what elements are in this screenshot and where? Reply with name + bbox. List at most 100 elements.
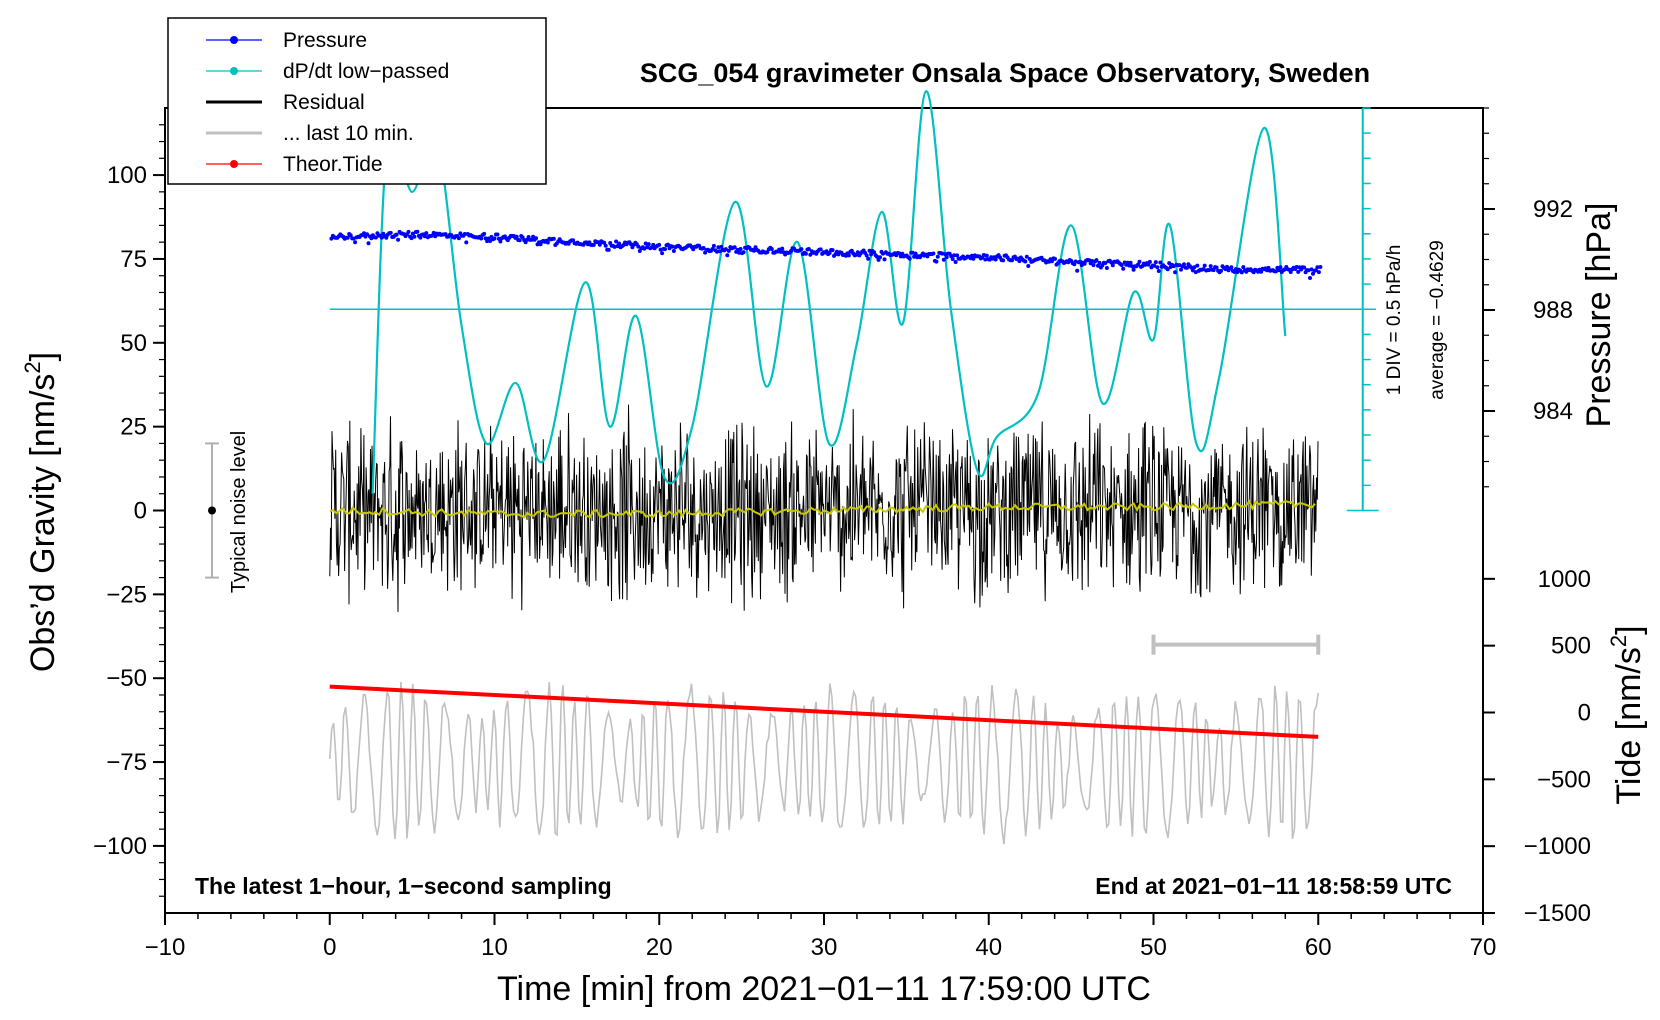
pressure-point [1152, 263, 1157, 268]
tide-tick-label: 500 [1551, 633, 1591, 660]
pressure-point [479, 236, 484, 241]
pressure-point [488, 239, 493, 243]
y-axis: 100 75 50 25 0 −25 −50 −75 −100 [93, 124, 165, 897]
end-time-note: End at 2021−01−11 18:58:59 UTC [1095, 873, 1452, 899]
pressure-tick-label: 988 [1533, 297, 1573, 324]
pressure-point [934, 259, 939, 264]
pressure-point [1214, 265, 1219, 270]
pressure-point [912, 254, 917, 259]
pressure-point [551, 236, 556, 241]
pressure-point [1053, 256, 1057, 261]
y-tick-label: 25 [120, 414, 147, 441]
pressure-point [726, 248, 731, 253]
pressure-point [1229, 265, 1234, 270]
pressure-point [910, 250, 915, 255]
pressure-point [769, 247, 774, 251]
pressure-point [365, 232, 369, 237]
pressure-point [388, 230, 393, 235]
pressure-point [373, 235, 378, 240]
x-axis: −10 0 10 20 30 40 50 60 70 [145, 913, 1497, 961]
pressure-point [818, 247, 823, 252]
pressure-point [545, 240, 550, 245]
pressure-point [1128, 260, 1133, 265]
pressure-point [1182, 262, 1186, 267]
pressure-point [597, 242, 602, 247]
pressure-point [348, 233, 353, 238]
pressure-point [1121, 266, 1126, 271]
x-tick-label: 10 [481, 934, 508, 961]
pressure-point [1165, 267, 1170, 272]
pressure-point [719, 244, 724, 249]
y-tick-label: −100 [93, 833, 147, 860]
pressure-point [1082, 261, 1087, 266]
pressure-point [591, 242, 596, 247]
pressure-point [716, 245, 721, 250]
pressure-point [1195, 263, 1200, 268]
pressure-point [907, 256, 912, 261]
tide-tick-label: 1000 [1538, 566, 1591, 593]
pressure-point [1315, 265, 1320, 270]
residual-smoothed-series [329, 499, 1316, 519]
pressure-point [913, 251, 918, 256]
pressure-point [1302, 265, 1307, 270]
pressure-point [1103, 261, 1108, 265]
pressure-point [701, 246, 706, 250]
pressure-point [396, 237, 401, 242]
pressure-point [1073, 259, 1078, 264]
pressure-point [353, 240, 358, 245]
pressure-point [1104, 266, 1109, 270]
pressure-point [1207, 268, 1212, 272]
y-tick-label: 75 [120, 246, 147, 273]
pressure-point [571, 238, 576, 243]
pressure-point [993, 257, 998, 262]
noise-label: Typical noise level [228, 431, 250, 593]
pressure-point [646, 242, 651, 247]
pressure-point [830, 248, 835, 253]
pressure-point [462, 232, 467, 236]
legend-label: Pressure [283, 29, 367, 52]
pressure-point [808, 252, 813, 257]
pressure-point [1219, 268, 1223, 273]
tide-tick-label: −1000 [1524, 833, 1591, 860]
pressure-point [651, 242, 656, 247]
pressure-point [1177, 263, 1182, 268]
pressure-point [1156, 269, 1161, 273]
pressure-point [671, 249, 676, 253]
x-tick-label: 70 [1470, 934, 1497, 961]
y-tick-label: −75 [106, 749, 147, 776]
pressure-point [725, 253, 730, 258]
pressure-point [867, 248, 872, 253]
pressure-point [602, 240, 607, 245]
tide-axis: 1000 500 0 −500 −1000 −1500 [1483, 566, 1591, 927]
pressure-point [866, 256, 871, 261]
pressure-point [366, 241, 371, 246]
sampling-note: The latest 1−hour, 1−second sampling [195, 873, 612, 899]
pressure-point [410, 231, 415, 236]
y-tick-label: −25 [106, 581, 147, 608]
pressure-point [1184, 265, 1189, 270]
pressure-point [1078, 259, 1083, 264]
pressure-point [495, 232, 500, 237]
pressure-point [846, 253, 851, 258]
tide-tick-label: −500 [1537, 766, 1591, 793]
x-tick-label: 60 [1305, 934, 1332, 961]
pressure-point [431, 230, 436, 235]
pressure-point [628, 242, 633, 247]
pressure-point [1193, 270, 1198, 275]
pressure-point [1137, 259, 1142, 264]
pressure-point [345, 235, 350, 240]
pressure-point [464, 240, 469, 245]
pressure-point [1259, 269, 1264, 274]
pressure-point [732, 245, 737, 250]
last-10-min-series [329, 681, 1319, 845]
pressure-point [1241, 265, 1246, 270]
pressure-point [1023, 259, 1028, 264]
pressure-point [456, 236, 461, 241]
pressure-point [1239, 270, 1244, 275]
pressure-point [514, 234, 519, 239]
pressure-point [1171, 264, 1176, 269]
y-tick-label: 100 [107, 162, 147, 189]
x-tick-label: 40 [975, 934, 1002, 961]
pressure-point [1208, 264, 1213, 269]
pressure-point [1091, 263, 1096, 268]
